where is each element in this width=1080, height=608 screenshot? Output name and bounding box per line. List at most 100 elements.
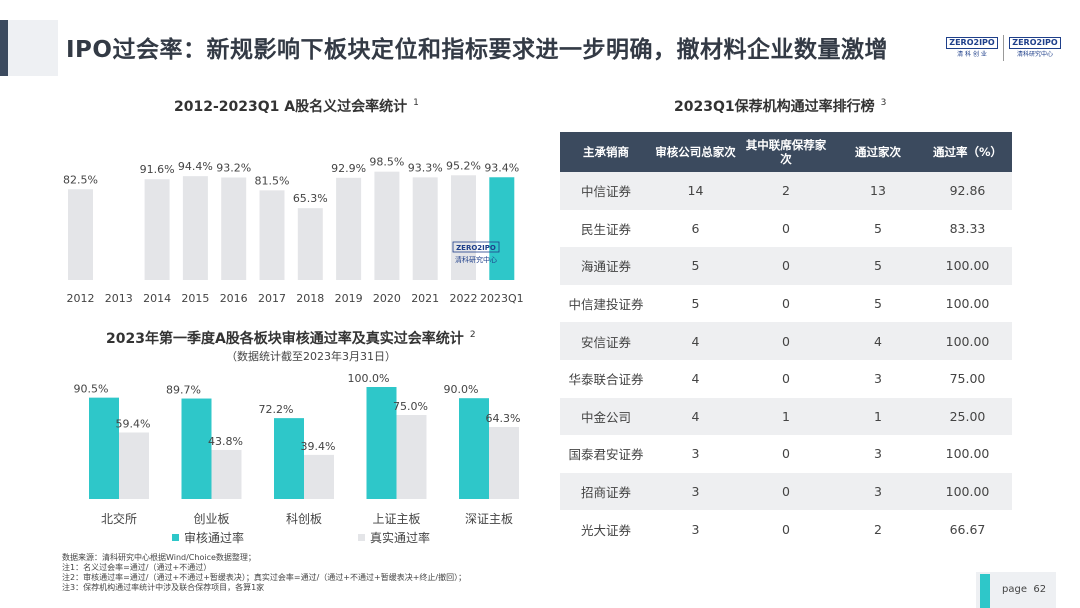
table-cell: 招商证券 — [560, 472, 652, 511]
footnote-source: 数据来源：清科研究中心根据Wind/Choice数据整理； — [62, 553, 256, 562]
table-cell: 1 — [739, 397, 833, 436]
zero2ipo-venture-logo: ZERO2IPO 清 科 创 业 — [946, 32, 998, 64]
table-row: 安信证券 4 0 4 100.00 — [560, 322, 1012, 360]
logo-group: ZERO2IPO 清 科 创 业 ZERO2IPO 清科研究中心 — [946, 32, 1061, 64]
sponsor-ranking-table: 主承销商 审核公司总家次 其中联席保荐家次 通过家次 通过率（%） 中信证券 14 2 13 9… — [560, 132, 1012, 548]
x-tick-label: 2016 — [220, 292, 248, 305]
column-header: 通过率（%） — [923, 132, 1012, 172]
column-header: 其中联席保荐家次 — [739, 132, 833, 172]
bar-北交所-真实通过率 — [119, 432, 149, 499]
table-cell: 0 — [739, 209, 833, 248]
bar-value-label: 98.5% — [369, 156, 404, 169]
bar-value-label: 75.0% — [393, 400, 428, 413]
bar-2021 — [412, 177, 438, 280]
table-cell: 中金公司 — [560, 397, 652, 436]
bar-value-label: 93.2% — [216, 161, 251, 174]
table-cell: 92.86 — [923, 172, 1012, 210]
table-cell: 100.00 — [923, 435, 1012, 473]
table-cell: 0 — [739, 359, 833, 398]
table-title-text: 2023Q1保荐机构通过率排行榜 — [674, 99, 875, 115]
bar-科创板-审核通过率 — [274, 418, 304, 499]
logo-subtext: 清 科 创 业 — [957, 51, 987, 58]
table-cell: 3 — [833, 472, 923, 511]
x-tick-label: 2012 — [67, 292, 95, 305]
table-cell: 25.00 — [923, 397, 1012, 436]
table-cell: 66.67 — [923, 510, 1012, 548]
table-header-row: 主承销商 审核公司总家次 其中联席保荐家次 通过家次 通过率（%） — [560, 132, 1012, 172]
chart1-title: 2012-2023Q1 A股名义过会率统计 1 — [174, 96, 419, 116]
page-label: page — [1002, 584, 1027, 595]
table-cell: 海通证券 — [560, 247, 652, 285]
board-pass-rate-bar-chart: 90.5% 59.4% 北交所 89.7% 43.8% 创业板 72.2% 39.4% 科创板 1… — [74, 372, 521, 545]
table-cell: 5 — [833, 209, 923, 248]
table-cell: 中信建投证券 — [560, 284, 652, 323]
bar-value-label: 90.5% — [74, 383, 109, 396]
chart2-subtitle: （数据统计截至2023年3月31日） — [226, 350, 396, 363]
table-cell: 3 — [652, 510, 739, 548]
bar-深证主板-审核通过率 — [459, 398, 489, 499]
bar-value-label: 89.7% — [166, 384, 201, 397]
table-cell: 13 — [833, 172, 923, 210]
table-cell: 5 — [652, 247, 739, 285]
x-tick-label: 2020 — [373, 292, 401, 305]
bar-value-label: 64.3% — [486, 412, 521, 425]
bar-上证主板-审核通过率 — [366, 387, 397, 499]
header-accent-bar — [0, 20, 8, 76]
footnote-2: 注2：审核通过率=通过/（通过+不通过+暂缓表决）；真实过会率=通过/（通过+不… — [62, 573, 467, 582]
table-cell: 3 — [833, 435, 923, 473]
page-accent-bar — [980, 574, 990, 608]
footnote-3: 注3：保荐机构通过率统计中涉及联合保荐项目，各算1家 — [62, 583, 265, 592]
table-cell: 光大证券 — [560, 510, 652, 548]
bar-2022 — [451, 175, 476, 280]
bar-value-label: 82.5% — [63, 173, 98, 186]
x-tick-label: 2023Q1 — [480, 292, 524, 305]
bar-value-label: 93.3% — [408, 161, 443, 174]
table-cell: 2 — [833, 510, 923, 548]
table-cell: 4 — [652, 322, 739, 360]
table-row: 国泰君安证券 3 0 3 100.00 — [560, 435, 1012, 473]
x-tick-label: 科创板 — [286, 512, 322, 526]
table-cell: 4 — [652, 397, 739, 436]
table-cell: 2 — [739, 172, 833, 210]
table-row: 海通证券 5 0 5 100.00 — [560, 247, 1012, 285]
bar-value-label: 81.5% — [255, 174, 290, 187]
bar-value-label: 72.2% — [259, 403, 294, 416]
x-tick-label: 2013 — [105, 292, 133, 305]
x-tick-label: 深证主板 — [465, 512, 513, 526]
zero2ipo-research-logo: ZERO2IPO 清科研究中心 — [1009, 32, 1061, 64]
chart2-title-text: 2023年第一季度A股各板块审核通过率及真实过会率统计 — [106, 331, 464, 347]
table-cell: 0 — [739, 247, 833, 285]
legend-swatch — [172, 534, 179, 541]
x-tick-label: 创业板 — [193, 512, 229, 526]
chart2-note-ref: 2 — [469, 330, 476, 341]
table-row: 华泰联合证券 4 0 3 75.00 — [560, 359, 1012, 398]
bar-上证主板-真实通过率 — [396, 415, 427, 499]
table-note-ref: 3 — [880, 98, 887, 109]
chart1-title-text: 2012-2023Q1 A股名义过会率统计 — [174, 99, 408, 115]
x-tick-label: 2021 — [411, 292, 439, 305]
bar-2012 — [68, 189, 93, 280]
bar-创业板-真实通过率 — [211, 449, 242, 499]
table-cell: 6 — [652, 209, 739, 248]
footnotes: 数据来源：清科研究中心根据Wind/Choice数据整理； 注1：名义过会率=通… — [62, 553, 466, 593]
header-accent-block — [8, 20, 58, 76]
column-header: 审核公司总家次 — [652, 132, 739, 172]
logo-text: ZERO2IPO — [1009, 37, 1061, 49]
watermark-logo-subtext: 清科研究中心 — [455, 255, 497, 264]
table-cell: 5 — [833, 247, 923, 285]
table-cell: 0 — [739, 322, 833, 360]
table-row: 中信建投证券 5 0 5 100.00 — [560, 284, 1012, 323]
x-tick-label: 上证主板 — [372, 512, 420, 526]
table-cell: 100.00 — [923, 472, 1012, 511]
bar-2020 — [374, 171, 400, 280]
bar-2014 — [144, 179, 170, 280]
bar-value-label: 39.4% — [301, 440, 336, 453]
table-cell: 中信证券 — [560, 172, 652, 210]
bar-value-label: 95.2% — [446, 159, 481, 172]
table-title: 2023Q1保荐机构通过率排行榜 3 — [674, 96, 886, 116]
x-tick-label: 2019 — [335, 292, 363, 305]
table-cell: 民生证券 — [560, 209, 652, 248]
bar-value-label: 100.0% — [348, 372, 390, 385]
table-cell: 1 — [833, 397, 923, 436]
table-cell: 5 — [652, 284, 739, 323]
